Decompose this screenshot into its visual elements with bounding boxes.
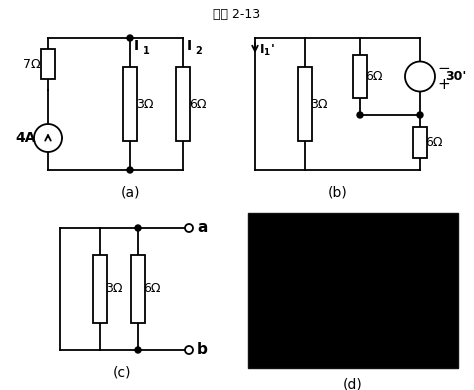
Circle shape — [417, 112, 423, 118]
Circle shape — [34, 124, 62, 152]
Bar — [176, 67, 190, 141]
Text: (a): (a) — [121, 185, 140, 199]
Text: 6Ω: 6Ω — [143, 282, 161, 296]
Text: 6Ω: 6Ω — [365, 70, 383, 83]
Text: 3Ω: 3Ω — [105, 282, 123, 296]
Text: $\mathbf{I}$: $\mathbf{I}$ — [133, 39, 139, 53]
Text: 3Ω: 3Ω — [310, 98, 328, 110]
Text: 6Ω: 6Ω — [425, 136, 443, 149]
Text: 4A: 4A — [16, 131, 36, 145]
Circle shape — [405, 62, 435, 92]
Text: 30': 30' — [445, 70, 466, 83]
Text: (d): (d) — [343, 378, 363, 390]
Text: $\mathbf{2}$: $\mathbf{2}$ — [195, 44, 203, 56]
Circle shape — [127, 35, 133, 41]
Text: −: − — [437, 61, 450, 76]
Bar — [248, 213, 458, 368]
Text: 3Ω: 3Ω — [136, 98, 154, 110]
Bar — [93, 255, 107, 323]
Bar — [298, 67, 312, 141]
Bar — [413, 127, 427, 158]
Text: a: a — [197, 220, 207, 236]
Circle shape — [357, 112, 363, 118]
Bar — [353, 55, 367, 98]
Circle shape — [185, 346, 193, 354]
Bar — [131, 255, 145, 323]
Text: (c): (c) — [113, 365, 132, 379]
Circle shape — [185, 224, 193, 232]
Circle shape — [135, 225, 141, 231]
Circle shape — [127, 167, 133, 173]
Text: +: + — [437, 77, 450, 92]
Text: 6Ω: 6Ω — [189, 98, 207, 110]
Text: b: b — [197, 342, 208, 358]
Text: $\mathbf{I}$: $\mathbf{I}$ — [186, 39, 192, 53]
Bar — [123, 67, 137, 141]
Bar — [41, 50, 55, 78]
Text: $\mathbf{1}$: $\mathbf{1}$ — [142, 44, 150, 56]
Text: (b): (b) — [328, 185, 347, 199]
Circle shape — [135, 347, 141, 353]
Text: $\mathbf{I_1}$': $\mathbf{I_1}$' — [259, 43, 275, 58]
Text: 题图 2-13: 题图 2-13 — [213, 8, 261, 21]
Text: 7Ω: 7Ω — [23, 57, 41, 71]
